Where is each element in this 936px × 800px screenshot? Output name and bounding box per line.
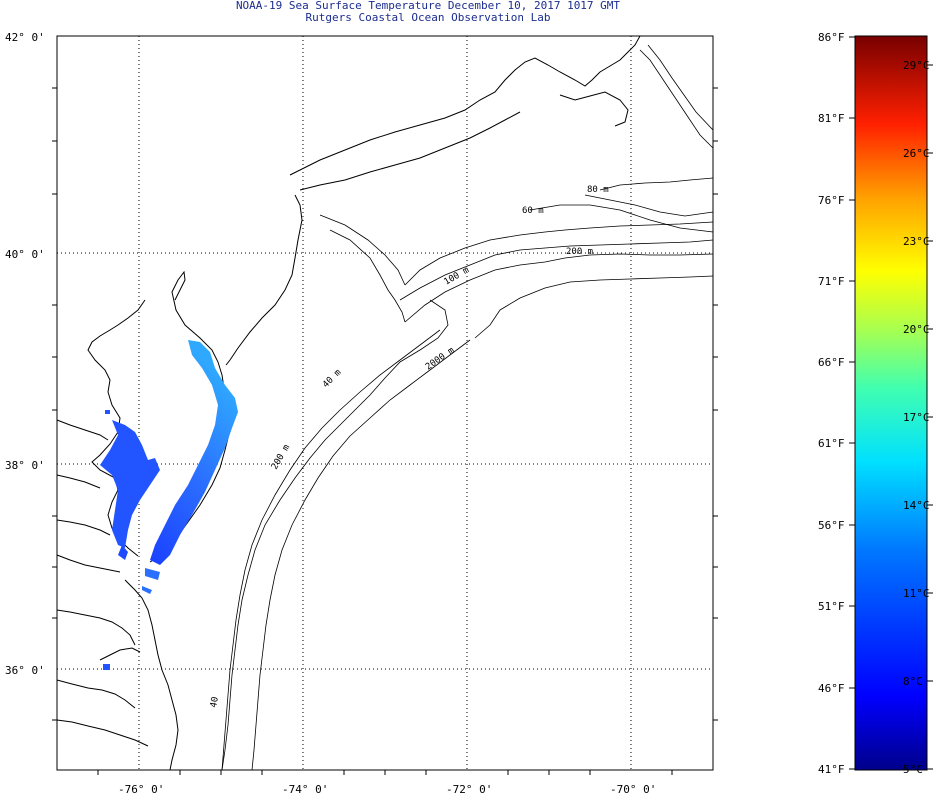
fahrenheit-label: 61°F — [818, 437, 845, 450]
lat-label: 36° 0' — [5, 664, 45, 677]
lat-label: 42° 0' — [5, 31, 45, 44]
bathymetry-contours — [221, 44, 714, 771]
celsius-label: 8°C — [903, 675, 923, 688]
celsius-label: 17°C — [903, 411, 930, 424]
celsius-label: 5°C — [903, 763, 923, 776]
celsius-label: 11°C — [903, 587, 930, 600]
celsius-labels: 29°C 26°C 23°C 20°C 17°C 14°C 11°C 8°C 5… — [903, 59, 930, 776]
fahrenheit-label: 41°F — [818, 763, 845, 776]
celsius-label: 14°C — [903, 499, 930, 512]
graticule — [57, 36, 713, 770]
fahrenheit-labels: 86°F 81°F 76°F 71°F 66°F 61°F 56°F 51°F … — [818, 31, 845, 776]
contour-label: 80 m — [587, 185, 609, 195]
celsius-label: 29°C — [903, 59, 930, 72]
lat-label: 40° 0' — [5, 248, 45, 261]
fahrenheit-label: 71°F — [818, 275, 845, 288]
contour-label: 200 m — [566, 247, 593, 257]
fahrenheit-label: 56°F — [818, 519, 845, 532]
lon-label: -70° 0' — [610, 783, 656, 796]
contour-label: 40 — [209, 696, 221, 708]
sst-swath — [100, 340, 238, 670]
fahrenheit-label: 66°F — [818, 356, 845, 369]
lat-label: 38° 0' — [5, 459, 45, 472]
lon-label: -76° 0' — [118, 783, 164, 796]
fahrenheit-label: 81°F — [818, 112, 845, 125]
fahrenheit-label: 46°F — [818, 682, 845, 695]
celsius-label: 20°C — [903, 323, 930, 336]
fahrenheit-label: 76°F — [818, 194, 845, 207]
frame-ticks — [52, 87, 718, 775]
map-subtitle: Rutgers Coastal Ocean Observation Lab — [305, 11, 551, 24]
contour-label: 60 m — [522, 206, 544, 216]
latitude-labels: 42° 0' 40° 0' 38° 0' 36° 0' — [5, 31, 45, 677]
map-title: NOAA-19 Sea Surface Temperature December… — [235, 0, 621, 12]
fahrenheit-label: 86°F — [818, 31, 845, 44]
celsius-label: 26°C — [903, 147, 930, 160]
map-frame — [56, 35, 714, 771]
lon-label: -74° 0' — [282, 783, 328, 796]
celsius-label: 23°C — [903, 235, 930, 248]
color-bar: 86°F 81°F 76°F 71°F 66°F 61°F 56°F 51°F … — [818, 31, 933, 776]
fahrenheit-label: 51°F — [818, 600, 845, 613]
longitude-labels: -76° 0' -74° 0' -72° 0' -70° 0' — [118, 783, 656, 796]
lon-label: -72° 0' — [446, 783, 492, 796]
